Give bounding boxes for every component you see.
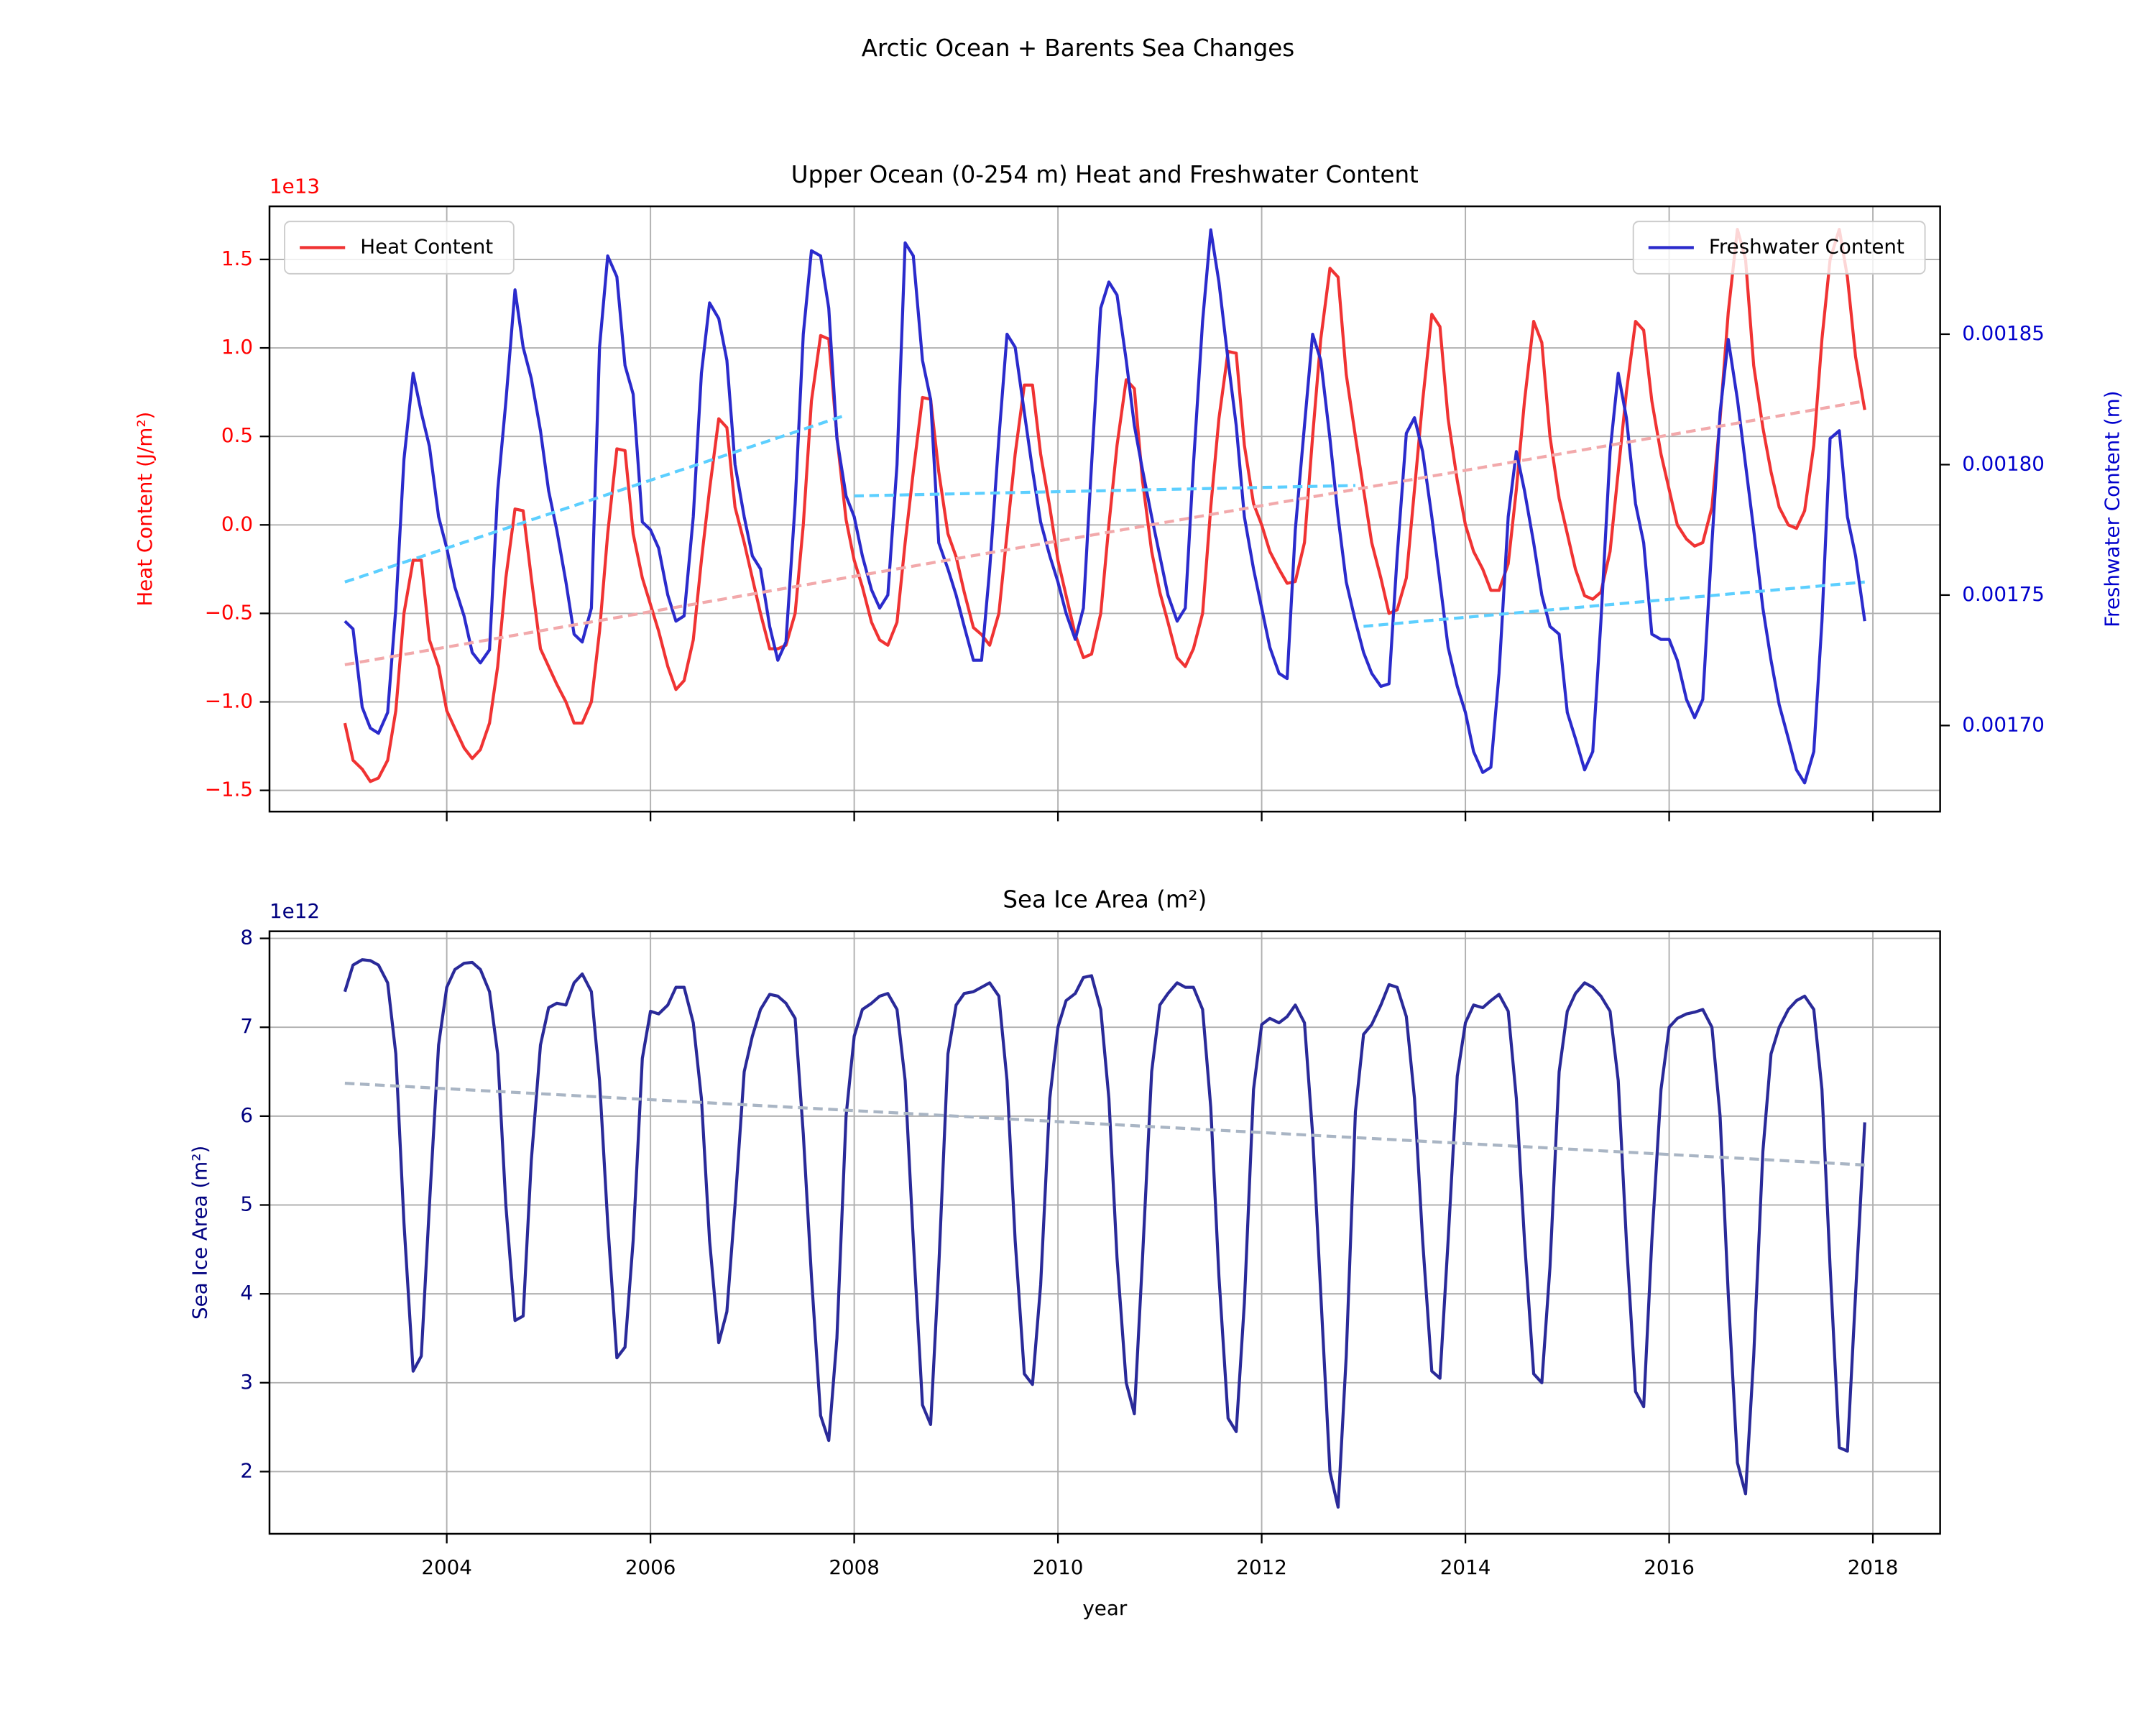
x-tick-label: 2012 (1236, 1555, 1287, 1579)
y-tick-label: 3 (240, 1370, 253, 1394)
y-tick-label: −1.0 (205, 689, 253, 713)
x-tick-label: 2016 (1644, 1555, 1695, 1579)
x-tick-label: 2006 (625, 1555, 676, 1579)
series-line (343, 958, 1866, 1509)
y-tick-label: 6 (240, 1103, 253, 1127)
y2-tick-label: 0.00180 (1962, 451, 2045, 475)
legend-box (284, 221, 515, 275)
trend-line (344, 1082, 1865, 1167)
y2-tick-label: 0.00170 (1962, 712, 2045, 736)
y-tick-label: 4 (240, 1281, 253, 1305)
legend-label: Heat Content (360, 234, 493, 258)
y-tick-label: −1.5 (205, 778, 253, 801)
trend-line (344, 413, 847, 584)
y-tick-label: −0.5 (205, 600, 253, 624)
series-group (343, 227, 1866, 785)
y-tick-label: 5 (240, 1192, 253, 1216)
axes-title: Upper Ocean (0-254 m) Heat and Freshwate… (791, 161, 1419, 188)
panel: −1.5 −1.0 −0.5 0.0 0.5 1.0 1.5 1e13 Heat Content… (133, 161, 2124, 822)
series-group (343, 958, 1866, 1509)
x-tick-label: 2014 (1440, 1555, 1491, 1579)
y2-tick-label: 0.00175 (1962, 582, 2045, 606)
x-axis-label: year (1082, 1596, 1127, 1620)
y-offset-label: 1e12 (270, 899, 320, 923)
axes-frame (268, 205, 1941, 813)
trend-line (1363, 580, 1865, 628)
y-tick-label: 0.0 (221, 512, 253, 535)
legend: Heat Content (284, 221, 515, 275)
axes-title: Sea Ice Area (m²) (1003, 886, 1207, 914)
y-tick-label: 1.0 (221, 335, 253, 359)
legend-label: Freshwater Content (1709, 234, 1904, 258)
y2-tick-label: 0.00185 (1962, 321, 2045, 345)
x-tick-label: 2008 (829, 1555, 880, 1579)
y2-axis-label: Freshwater Content (m) (2101, 390, 2124, 627)
axes-frame (268, 930, 1941, 1535)
y-offset-label: 1e13 (270, 174, 320, 198)
y-tick-label: 0.5 (221, 423, 253, 447)
y-tick-label: 1.5 (221, 247, 253, 270)
panel: 2004 2006 2008 2010 2012 2014 2016 2018 year 2 3 4 5… (188, 886, 1941, 1620)
series-line (344, 228, 1866, 785)
legend-box (1632, 221, 1926, 275)
series-line (343, 227, 1866, 783)
y-axis-label: Heat Content (J/m²) (133, 412, 157, 607)
y-tick-label: 7 (240, 1014, 253, 1038)
x-tick-label: 2018 (1848, 1555, 1899, 1579)
y-tick-label: 8 (240, 926, 253, 949)
x-tick-label: 2010 (1033, 1555, 1084, 1579)
y-axis-label: Sea Ice Area (m²) (188, 1146, 211, 1320)
figure-title: Arctic Ocean + Barents Sea Changes (862, 34, 1294, 62)
legend: Freshwater Content (1632, 221, 1926, 275)
x-tick-label: 2004 (421, 1555, 472, 1579)
trend-line (854, 484, 1356, 498)
y-tick-label: 2 (240, 1458, 253, 1482)
